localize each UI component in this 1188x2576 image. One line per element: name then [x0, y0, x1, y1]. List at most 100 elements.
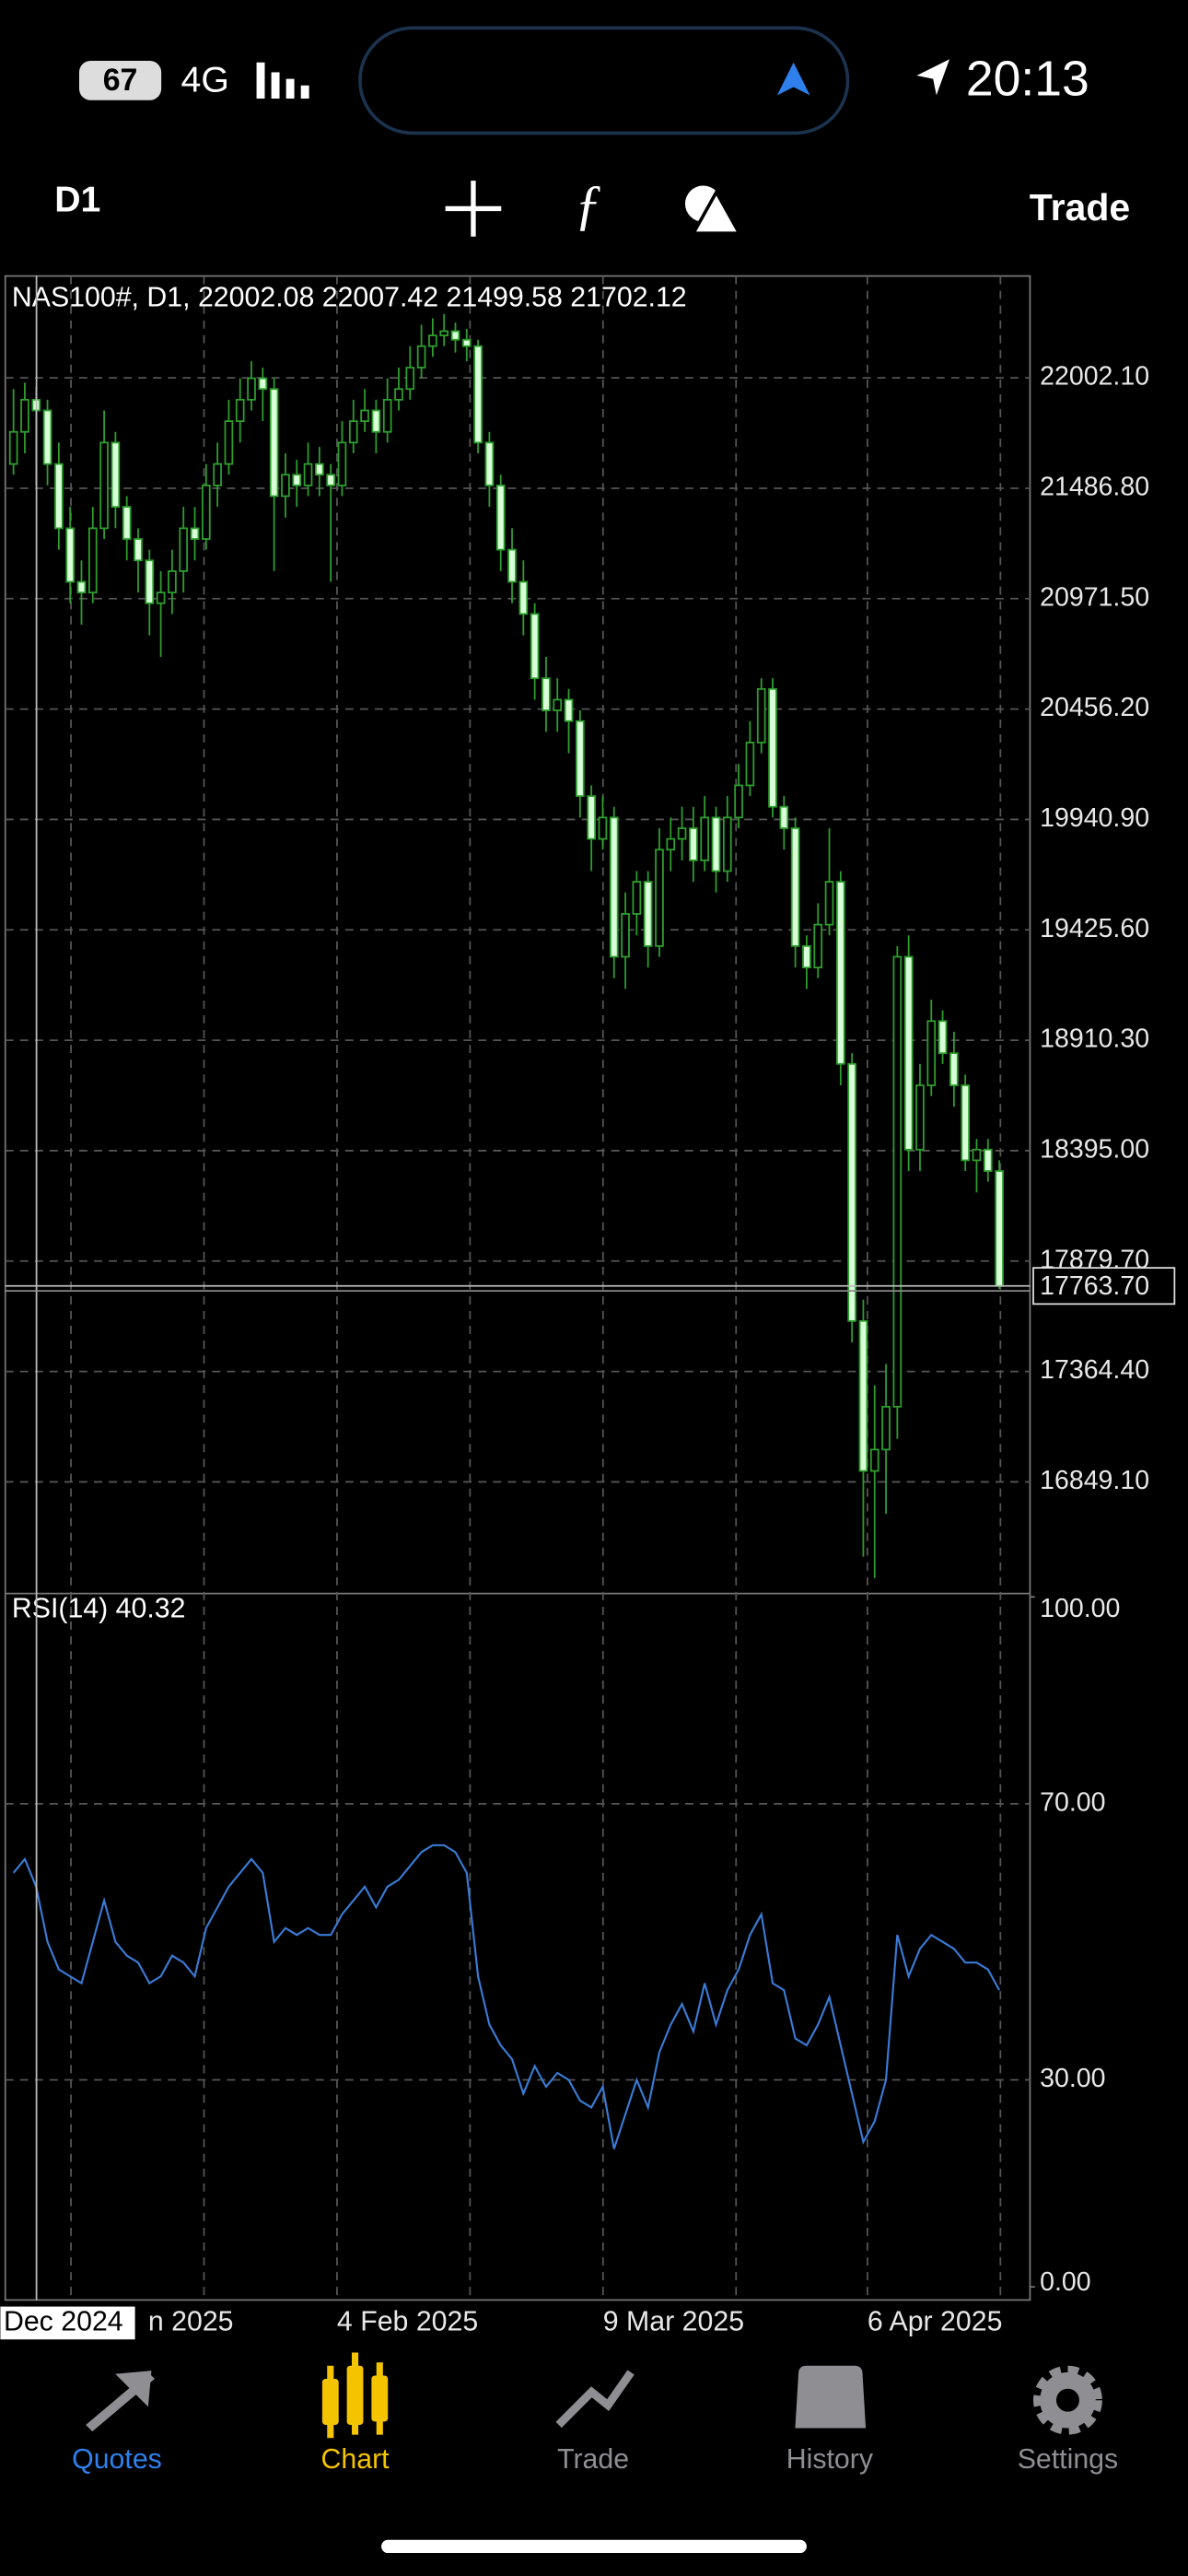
candle-body: [677, 827, 687, 840]
candle-body: [292, 474, 302, 486]
candle-body: [168, 570, 177, 594]
candle-body: [632, 881, 642, 915]
nav-arrow: [916, 59, 950, 96]
y-tick-label: 20971.50: [1040, 582, 1149, 612]
vertical-grid: [70, 275, 1002, 2301]
candle-body: [269, 388, 279, 498]
network: 4G: [181, 60, 229, 100]
chart-title: NAS100#, D1, 22002.08 22007.42 21499.58 …: [12, 283, 687, 313]
candle-body: [915, 1084, 925, 1151]
trade-icon[interactable]: [555, 2370, 635, 2429]
candle-body: [473, 345, 483, 444]
signal-icon: [256, 62, 309, 99]
candle-body: [961, 1084, 970, 1162]
settings-icon[interactable]: [1032, 2365, 1102, 2435]
price-tag: [1032, 1267, 1176, 1306]
candle-body: [122, 506, 132, 540]
candle-body: [179, 527, 189, 572]
rsi-tick-label: 0.00: [1040, 2267, 1091, 2297]
indicators-button[interactable]: ƒ: [575, 174, 602, 236]
chart-icon[interactable]: [321, 2352, 389, 2439]
candle-body: [65, 527, 75, 583]
candle-body: [8, 430, 18, 465]
candle-body: [598, 816, 608, 840]
y-tick-label: 19425.60: [1040, 914, 1149, 943]
candle-body: [587, 795, 596, 840]
candle-body: [643, 881, 653, 947]
tab-quotes[interactable]: Quotes: [72, 2444, 162, 2475]
candle-body: [689, 827, 698, 861]
y-tick-label: 18910.30: [1040, 1025, 1149, 1054]
y-tick-label: 17364.40: [1040, 1355, 1149, 1385]
objects-button[interactable]: [684, 185, 742, 235]
candle-body: [813, 923, 823, 969]
x-tick-label: 6 Apr 2025: [868, 2306, 1003, 2336]
dynamic-island: [358, 26, 850, 135]
candle-body: [824, 881, 834, 926]
candle-body: [949, 1052, 959, 1086]
candle-body: [281, 474, 290, 498]
x-tick-label: 4 Feb 2025: [337, 2306, 478, 2336]
price-label: 17763.70: [1040, 1271, 1149, 1301]
candle-body: [995, 1170, 1004, 1287]
candle-body: [756, 687, 766, 744]
candle-body: [734, 784, 743, 819]
candle-body: [655, 849, 664, 947]
x-tick-label: 9 Mar 2025: [603, 2306, 744, 2336]
quotes-icon[interactable]: [86, 2371, 156, 2432]
candle-body: [903, 955, 914, 1151]
history-icon[interactable]: [795, 2365, 867, 2429]
y-tick-label: 18395.00: [1040, 1134, 1149, 1164]
y-tick-label: 21486.80: [1040, 472, 1149, 501]
candle-body: [42, 409, 52, 465]
x-tick-label: n 2025: [148, 2306, 234, 2336]
x-tick-label: Dec 2024: [4, 2306, 123, 2336]
candle-body: [303, 463, 313, 486]
candle-body: [315, 463, 324, 476]
candle-body: [576, 720, 585, 797]
candle-body: [99, 441, 109, 530]
y-tick-label: 19940.90: [1040, 803, 1149, 833]
candle-body: [881, 1405, 891, 1451]
candle-body: [134, 538, 143, 562]
candle-body: [76, 580, 87, 594]
rsi-title: RSI(14) 40.32: [12, 1594, 186, 1624]
rsi-tick-label: 30.00: [1040, 2064, 1105, 2093]
candle-body: [609, 816, 619, 958]
candle-body: [938, 1020, 948, 1055]
candle-body: [360, 409, 369, 423]
tab-settings[interactable]: Settings: [1018, 2444, 1118, 2475]
trade-button[interactable]: Trade: [1030, 186, 1130, 228]
candle-body: [790, 827, 800, 947]
tab-history[interactable]: History: [786, 2444, 874, 2475]
candle-body: [394, 388, 403, 401]
crosshair-button[interactable]: [445, 181, 502, 237]
rsi-tick-label: 100.00: [1040, 1594, 1120, 1623]
candle-body: [892, 955, 903, 1408]
timeframe[interactable]: D1: [54, 180, 100, 220]
candle-body: [779, 805, 789, 829]
candle-body: [190, 527, 200, 540]
y-tick-label: 22002.10: [1040, 362, 1149, 392]
tab-chart[interactable]: Chart: [321, 2444, 390, 2475]
candle-body: [722, 816, 732, 872]
candle-body: [507, 548, 517, 583]
candle-body: [745, 742, 755, 787]
candle-body: [518, 580, 529, 615]
tab-trade[interactable]: Trade: [557, 2444, 629, 2475]
candle-body: [87, 527, 98, 594]
chart-frame: [4, 275, 1031, 2301]
candle-body: [54, 463, 64, 530]
candle-body: [202, 484, 211, 540]
location-icon: [776, 62, 810, 96]
candle-body: [428, 334, 437, 347]
rsi-tick-label: 70.00: [1040, 1787, 1105, 1817]
candle-body: [348, 420, 358, 444]
candle-body: [258, 377, 268, 391]
candle-body: [666, 837, 676, 851]
candle-body: [542, 677, 551, 711]
candle-body: [439, 330, 449, 336]
candle-body: [802, 944, 811, 969]
